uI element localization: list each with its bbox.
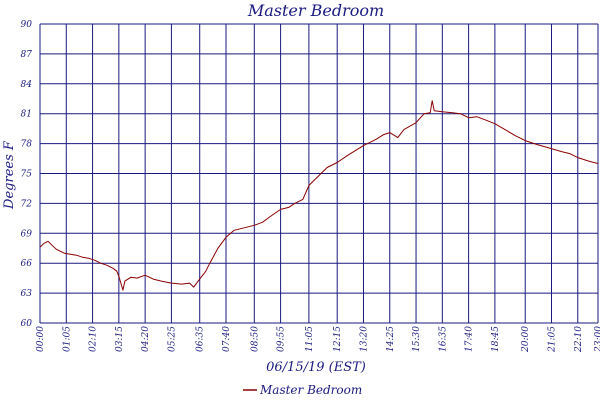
chart-title: Master Bedroom — [247, 1, 384, 20]
x-tick-label: 04:20 — [141, 326, 151, 352]
x-axis-title: 06/15/19 (EST) — [266, 360, 366, 375]
x-tick-label: 06:35 — [196, 326, 206, 352]
x-tick-label: 22:10 — [574, 326, 584, 353]
y-tick-label: 63 — [21, 289, 33, 299]
x-tick-label: 05:25 — [167, 326, 177, 352]
x-tick-label: 12:15 — [333, 326, 343, 352]
x-tick-label: 16:35 — [438, 326, 448, 352]
y-tick-label: 87 — [21, 50, 33, 60]
x-tick-label: 09:55 — [277, 326, 287, 352]
y-tick-label: 60 — [21, 319, 33, 329]
x-tick-label: 23:00 — [594, 326, 600, 353]
y-tick-label: 75 — [21, 170, 33, 180]
legend-label: Master Bedroom — [259, 383, 362, 397]
y-tick-label: 78 — [21, 140, 33, 150]
series-layer — [39, 100, 599, 291]
x-tick-label: 02:10 — [89, 326, 99, 352]
y-tick-label: 72 — [21, 199, 33, 209]
y-tick-label: 90 — [21, 20, 33, 30]
x-tick-label: 15:30 — [412, 326, 422, 352]
x-tick-label: 18:45 — [491, 326, 501, 352]
x-tick-label: 03:15 — [115, 326, 125, 352]
x-tick-label: 20:00 — [521, 326, 531, 353]
y-axis-title: Degrees F — [2, 140, 17, 210]
x-tick-label: 11:05 — [305, 326, 315, 352]
x-tick-label: 08:50 — [250, 326, 260, 352]
x-tick-label: 13:20 — [359, 326, 369, 352]
series-line — [39, 100, 599, 291]
grid — [39, 23, 599, 324]
legend: Master Bedroom — [243, 383, 362, 397]
x-tick-label: 00:00 — [36, 326, 46, 352]
y-tick-label: 81 — [21, 110, 32, 120]
x-tick-label: 01:05 — [62, 326, 72, 352]
y-tick-label: 69 — [21, 229, 33, 239]
x-tick-labels: 00:00 01:05 02:10 03:15 04:20 05:25 06:35 07:40… — [36, 326, 600, 353]
x-tick-label: 17:40 — [465, 326, 475, 352]
y-tick-label: 84 — [21, 80, 33, 90]
x-tick-label: 14:25 — [386, 326, 396, 352]
x-tick-label: 21:05 — [548, 326, 558, 353]
y-tick-labels: 60 63 66 69 72 75 78 81 84 87 90 — [21, 20, 33, 329]
y-tick-label: 66 — [21, 259, 33, 269]
x-tick-label: 07:40 — [222, 326, 232, 352]
